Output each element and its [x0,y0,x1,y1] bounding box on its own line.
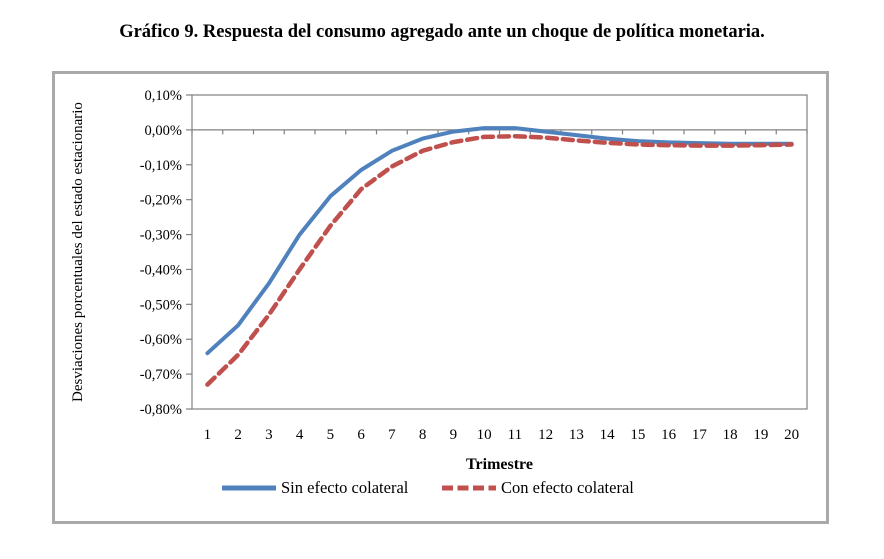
svg-text:20: 20 [784,427,799,443]
svg-text:-0,30%: -0,30% [140,228,182,244]
svg-text:6: 6 [357,427,365,443]
svg-text:-0,10%: -0,10% [140,158,182,174]
svg-text:-0,50%: -0,50% [140,297,182,313]
line-chart-canvas: 0,10% 0,00% -0,10% -0,20% -0,30% -0,40% -0,50%… [140,88,808,443]
svg-text:18: 18 [723,427,738,443]
svg-text:13: 13 [569,427,584,443]
svg-text:12: 12 [538,427,553,443]
y-axis-title: Desviaciones porcentuales del estado est… [70,102,86,402]
chart-title: Gráfico 9. Respuesta del consumo agregad… [119,22,765,42]
svg-text:4: 4 [296,427,304,443]
legend-label: Sin efecto colateral [281,478,409,497]
legend-item-con-efecto-colateral: Con efecto colateral [440,478,634,498]
svg-text:5: 5 [327,427,335,443]
svg-text:19: 19 [753,427,768,443]
legend-swatch-solid-line [222,485,276,491]
svg-text:-0,70%: -0,70% [140,367,182,383]
chart-frame: 0,10% 0,00% -0,10% -0,20% -0,30% -0,40% -0,50%… [52,71,829,524]
svg-text:16: 16 [661,427,677,443]
svg-text:-0,40%: -0,40% [140,262,182,278]
legend-item-sin-efecto-colateral: Sin efecto colateral [220,478,408,498]
svg-text:15: 15 [630,427,645,443]
svg-text:17: 17 [692,427,708,443]
svg-text:11: 11 [508,427,522,443]
svg-text:-0,20%: -0,20% [140,193,182,209]
svg-text:7: 7 [388,427,396,443]
legend-label: Con efecto colateral [501,478,634,497]
svg-text:2: 2 [234,427,242,443]
svg-text:-0,60%: -0,60% [140,332,182,348]
svg-text:3: 3 [265,427,273,443]
svg-text:0,00%: 0,00% [145,123,182,139]
svg-text:-0,80%: -0,80% [140,402,182,418]
svg-text:10: 10 [477,427,492,443]
svg-text:1: 1 [204,427,212,443]
svg-text:14: 14 [600,427,616,443]
svg-text:9: 9 [450,427,458,443]
legend-swatch-dashed-line [442,485,496,491]
svg-text:8: 8 [419,427,427,443]
legend: Sin efecto colateral Con efecto colatera… [55,478,826,504]
svg-text:0,10%: 0,10% [145,88,182,104]
x-axis-title: Trimestre [466,456,533,473]
